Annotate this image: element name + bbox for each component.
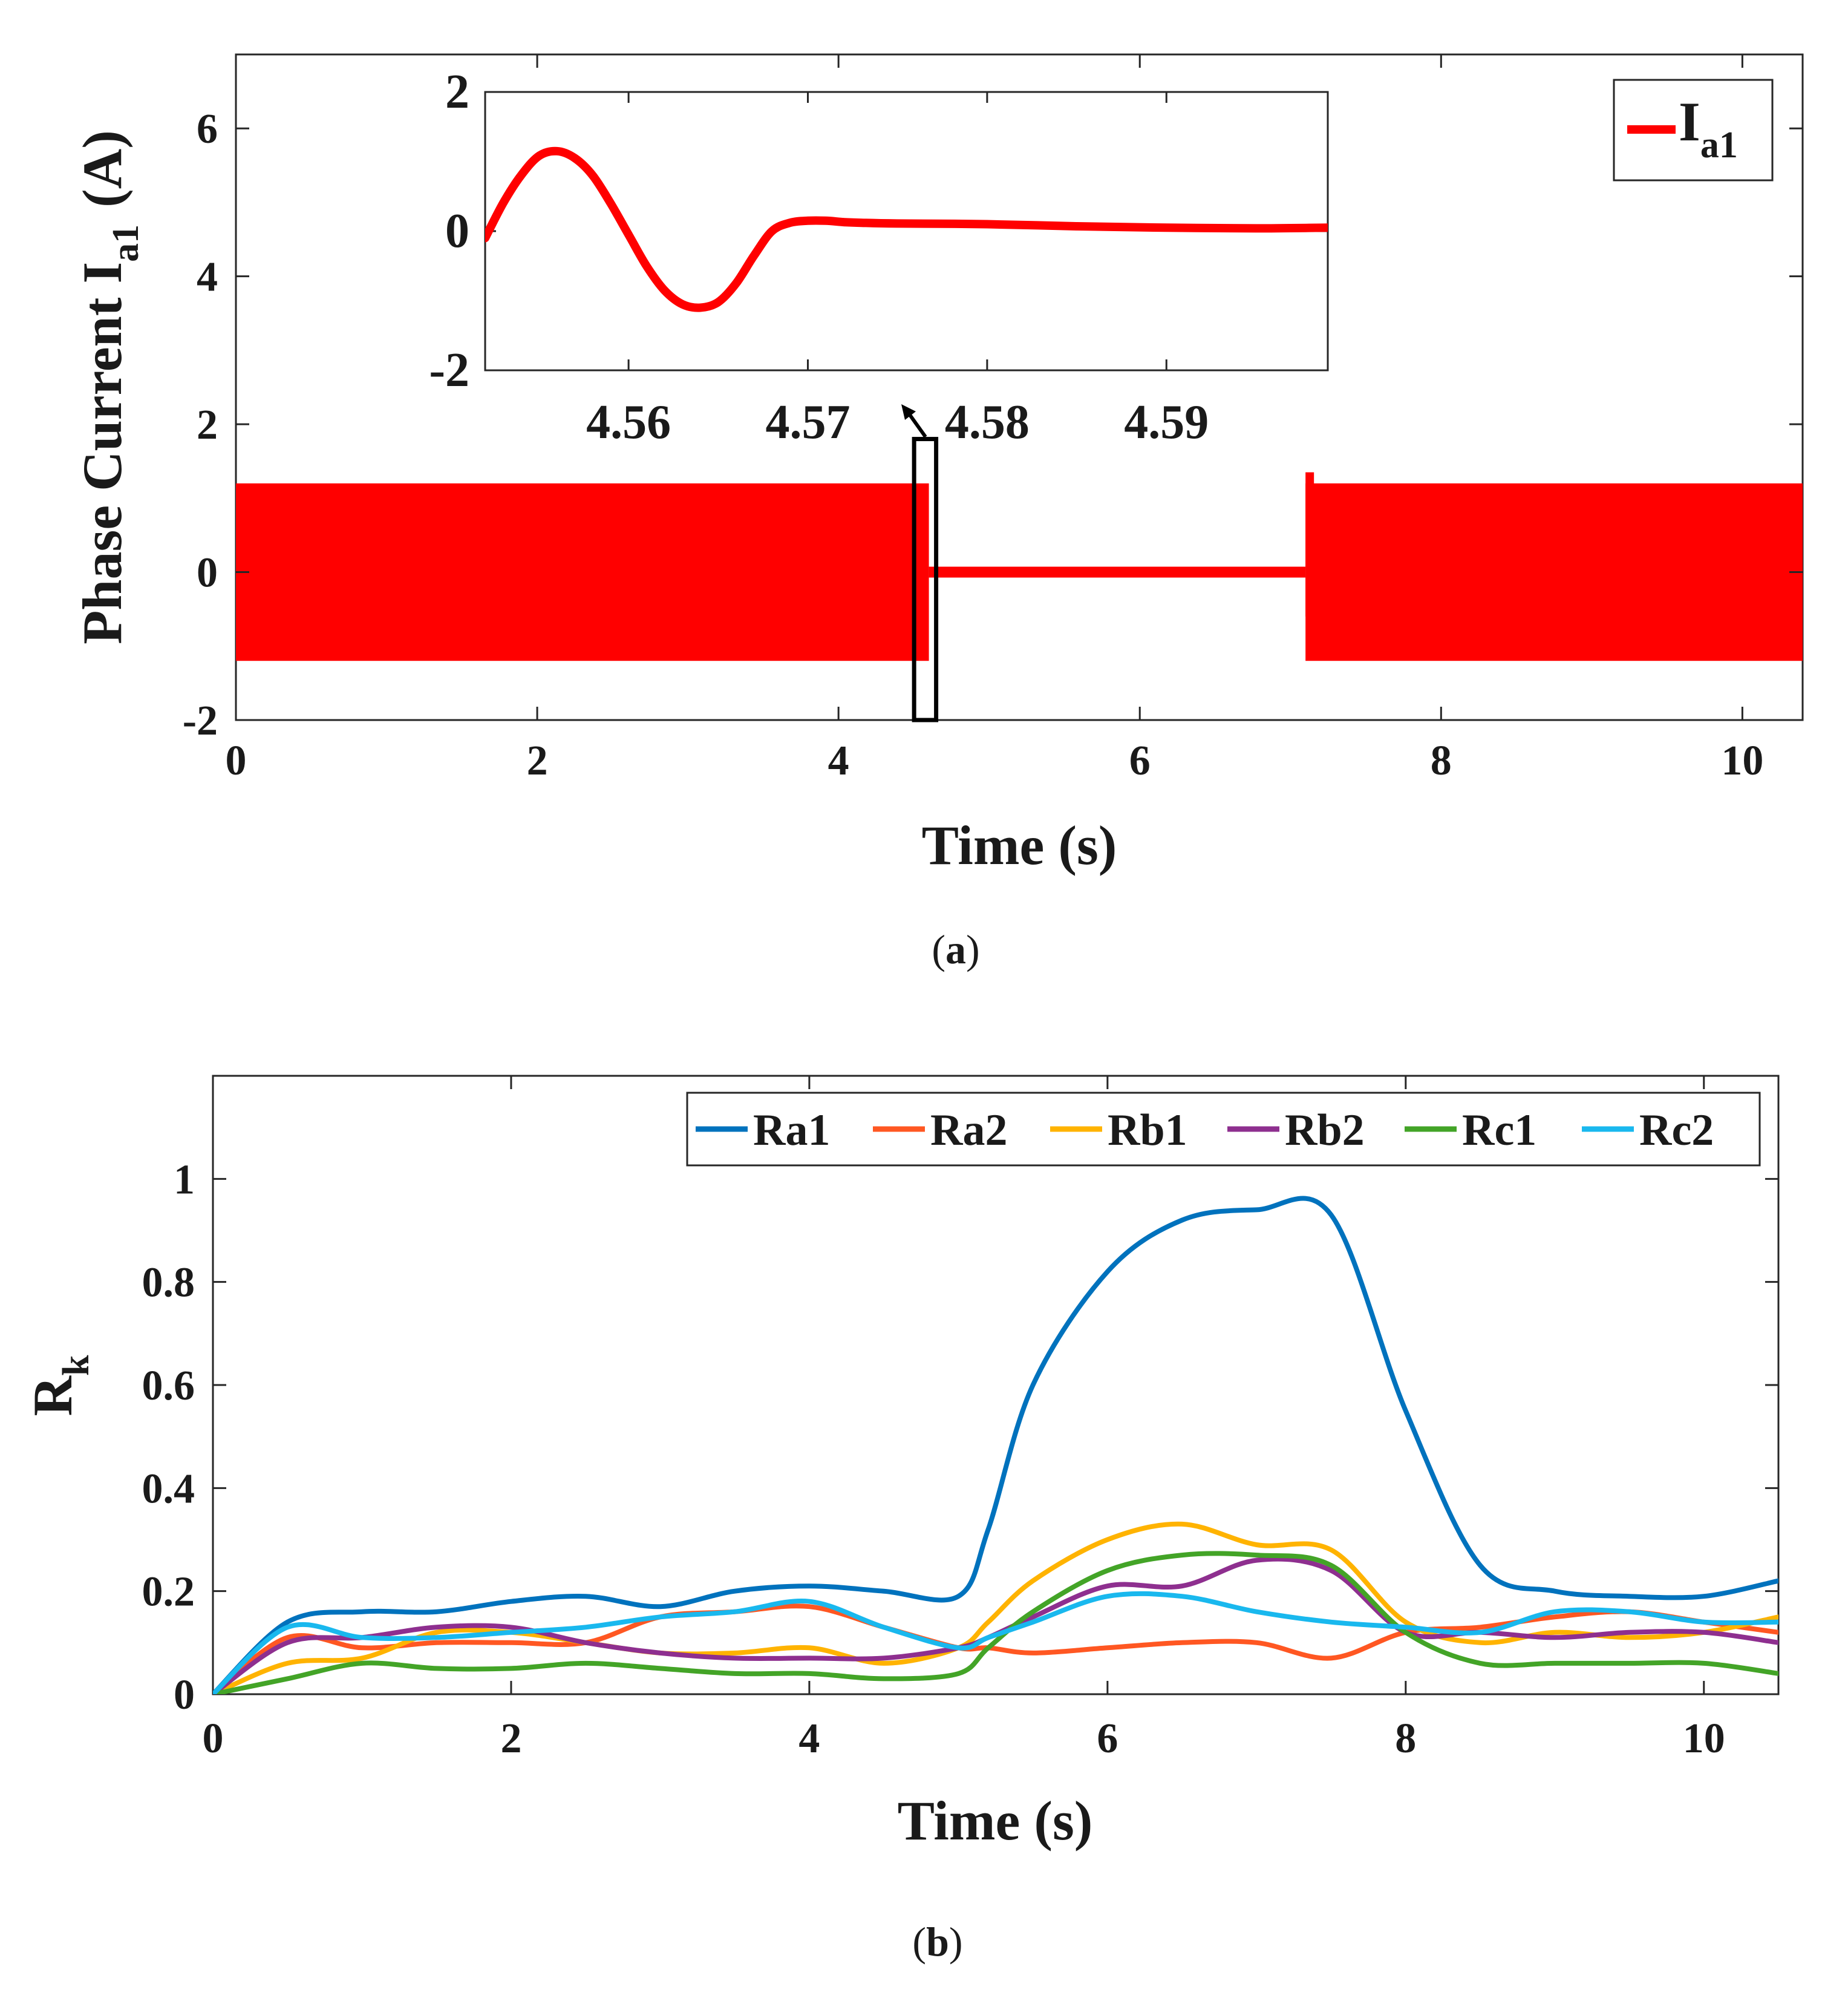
chart-a-plot-area (236, 472, 1803, 661)
chart-b-ylabel-main: R (22, 1375, 83, 1416)
chart-a-ylabel-main: Phase Current I (71, 262, 133, 644)
chart-a-ytick-label: 4 (197, 254, 218, 301)
chart-a-inset-line (485, 146, 1328, 312)
chart-a-oscillation-block-2 (1305, 483, 1803, 661)
chart-a-legend-label: Ia1 (1679, 91, 1738, 166)
chart-b-ytick-label: 0.8 (142, 1260, 195, 1306)
chart-a-xtick-label: 6 (1129, 738, 1151, 784)
chart-a-ytick-label: 0 (197, 550, 218, 597)
chart-b-legend-items: Ra1 Ra2 Rb1 Rb2 Rc1 Rc2 (696, 1105, 1714, 1155)
chart-b-caption-letter: b (926, 1919, 949, 1965)
chart-a-xlabel: Time (s) (922, 814, 1117, 876)
chart-a-caption: (a) (932, 926, 979, 972)
chart-a-caption-close: ) (966, 926, 980, 972)
chart-b-ticks: 0 2 4 6 8 10 0 0.2 0.4 0.6 0.8 1 (142, 1076, 1778, 1762)
chart-b-series-rb1 (213, 1521, 1778, 1694)
chart-a-legend: Ia1 (1613, 79, 1774, 182)
chart-b: 0 2 4 6 8 10 0 0.2 0.4 0.6 0.8 1 Ra1 Ra2 Rb1 Rb2 Rc1 Rc2… (22, 1075, 1780, 1965)
chart-a-inset-xtick-label: 4.59 (1124, 396, 1209, 449)
chart-b-ylabel: Rk (22, 1355, 97, 1416)
chart-b-xtick-label: 8 (1395, 1715, 1416, 1762)
chart-a-ytick-label: -2 (183, 698, 218, 744)
chart-a-inset-ytick-label: 2 (445, 65, 469, 119)
chart-a-inset-xtick-label: 4.57 (765, 396, 850, 449)
chart-b-caption-open: ( (912, 1919, 926, 1965)
chart-a-inset: 4.56 4.57 4.58 4.59 -2 0 2 (429, 65, 1329, 449)
chart-a-restart-spike (1305, 472, 1314, 617)
chart-b-caption: (b) (912, 1919, 962, 1965)
chart-b-caption-close: ) (949, 1919, 963, 1965)
chart-b-legend-label-ra2: Ra2 (930, 1105, 1007, 1155)
chart-b-xtick-label: 0 (203, 1715, 224, 1762)
chart-b-xlabel: Time (s) (898, 1790, 1093, 1852)
chart-b-xtick-label: 10 (1683, 1715, 1725, 1762)
chart-a-ytick-label: 2 (197, 402, 218, 448)
chart-b-legend-box (686, 1092, 1761, 1167)
chart-b-series-ra1 (213, 1196, 1778, 1694)
chart-b-legend-label-rb2: Rb2 (1285, 1105, 1365, 1155)
chart-a-legend-sub: a1 (1700, 125, 1738, 166)
chart-a-ylabel-unit: (A) (71, 130, 133, 208)
chart-b-legend-label-rc2: Rc2 (1639, 1105, 1714, 1155)
chart-a-ytick-label: 6 (197, 106, 218, 152)
chart-a-inset-xtick-label: 4.56 (586, 396, 671, 449)
chart-a-inset-xtick-label: 4.58 (945, 396, 1030, 449)
chart-a-inset-ticks: 4.56 4.57 4.58 4.59 -2 0 2 (429, 65, 1328, 449)
chart-a-frame (235, 53, 1804, 721)
chart-b-series-ra2 (213, 1603, 1778, 1694)
chart-b-series-rb2 (213, 1556, 1778, 1694)
chart-a-caption-open: ( (932, 926, 945, 972)
chart-b-ytick-label: 0.2 (142, 1569, 195, 1616)
chart-a-zoom-arrow (901, 404, 927, 438)
chart-a-xtick-label: 10 (1721, 738, 1763, 784)
chart-a-xtick-label: 2 (527, 738, 548, 784)
chart-a-inset-ytick-label: -2 (429, 344, 469, 397)
chart-a-ylabel: Phase Current Ia1 (A) (71, 130, 146, 644)
chart-b-series-lines (213, 1196, 1778, 1694)
chart-b-series-rc1 (213, 1551, 1778, 1694)
chart-b-xtick-label: 6 (1097, 1715, 1118, 1762)
chart-a-xtick-label: 8 (1431, 738, 1452, 784)
chart-b-legend-label-ra1: Ra1 (753, 1105, 830, 1155)
chart-b-xtick-label: 2 (500, 1715, 521, 1762)
chart-b-legend-label-rb1: Rb1 (1108, 1105, 1187, 1155)
chart-b-legend: Ra1 Ra2 Rb1 Rb2 Rc1 Rc2 (686, 1092, 1761, 1167)
chart-b-ylabel-sub: k (56, 1355, 97, 1376)
chart-a-xtick-label: 4 (828, 738, 849, 784)
chart-a-ylabel-sub: a1 (105, 224, 146, 262)
chart-a-xtick-label: 0 (226, 738, 247, 784)
chart-a-caption-letter: a (945, 926, 966, 972)
chart-b-ytick-label: 0.6 (142, 1363, 195, 1409)
chart-a-legend-name: I (1679, 91, 1700, 152)
chart-b-ytick-label: 1 (174, 1156, 195, 1203)
chart-a-zero-segment (929, 566, 1306, 578)
chart-b-ytick-label: 0.4 (142, 1465, 195, 1512)
chart-b-frame (212, 1075, 1780, 1695)
chart-b-legend-label-rc1: Rc1 (1462, 1105, 1536, 1155)
chart-a-inset-ytick-label: 0 (445, 205, 469, 258)
chart-b-series-rc2 (213, 1591, 1778, 1694)
chart-a-zoom-box (912, 437, 939, 722)
chart-b-ytick-label: 0 (174, 1672, 195, 1718)
arrow-head-icon (901, 404, 916, 420)
chart-a-oscillation-block-1 (236, 483, 929, 661)
chart-b-xtick-label: 4 (798, 1715, 820, 1762)
